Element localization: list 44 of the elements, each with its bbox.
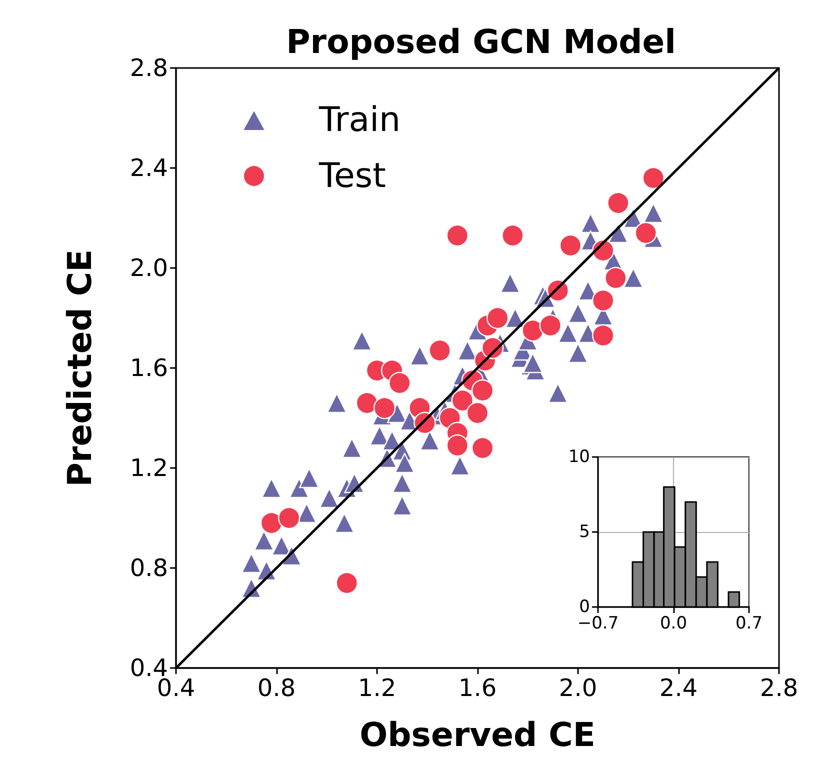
point: [356, 392, 378, 414]
x-tick-label: 0.7: [735, 614, 763, 634]
x-tick-label: 2.8: [760, 674, 798, 702]
point: [373, 396, 396, 420]
x-tick-label: 1.2: [358, 674, 396, 702]
y-tick-label: 10: [568, 447, 590, 467]
point: [592, 289, 614, 312]
chart-title: Proposed GCN Model: [286, 22, 676, 61]
point: [634, 222, 657, 244]
point: [559, 234, 582, 257]
point: [539, 314, 562, 337]
y-tick-label: 2.8: [130, 54, 168, 82]
point: [486, 306, 509, 330]
point: [260, 512, 283, 534]
point: [451, 389, 474, 412]
point: [502, 224, 524, 247]
point: [642, 166, 664, 190]
point: [471, 436, 494, 460]
x-tick-label: 0.0: [660, 614, 688, 634]
point: [592, 324, 614, 347]
point: [388, 372, 411, 394]
x-axis-title: Observed CE: [360, 715, 596, 754]
legend-label: Train: [318, 100, 401, 140]
point: [446, 224, 468, 247]
point: [604, 266, 627, 290]
point: [446, 434, 468, 457]
point: [471, 379, 494, 402]
point: [428, 339, 451, 362]
y-axis-title: Predicted CE: [60, 249, 99, 487]
y-tick-label: 1.2: [130, 454, 168, 482]
y-tick-label: 2.4: [130, 154, 168, 182]
point: [522, 319, 544, 342]
y-tick-label: 0.8: [130, 554, 168, 582]
point: [607, 192, 630, 214]
y-tick-label: 5: [579, 522, 590, 542]
legend-label: Test: [318, 156, 386, 196]
y-tick-label: 1.6: [130, 354, 168, 382]
y-tick-label: 2.0: [130, 254, 168, 282]
point: [336, 572, 358, 594]
x-tick-label: 2.4: [659, 674, 698, 702]
x-tick-label: 0.8: [257, 674, 296, 702]
point: [278, 506, 300, 530]
point: [466, 402, 489, 424]
x-tick-label: 1.6: [458, 674, 497, 702]
